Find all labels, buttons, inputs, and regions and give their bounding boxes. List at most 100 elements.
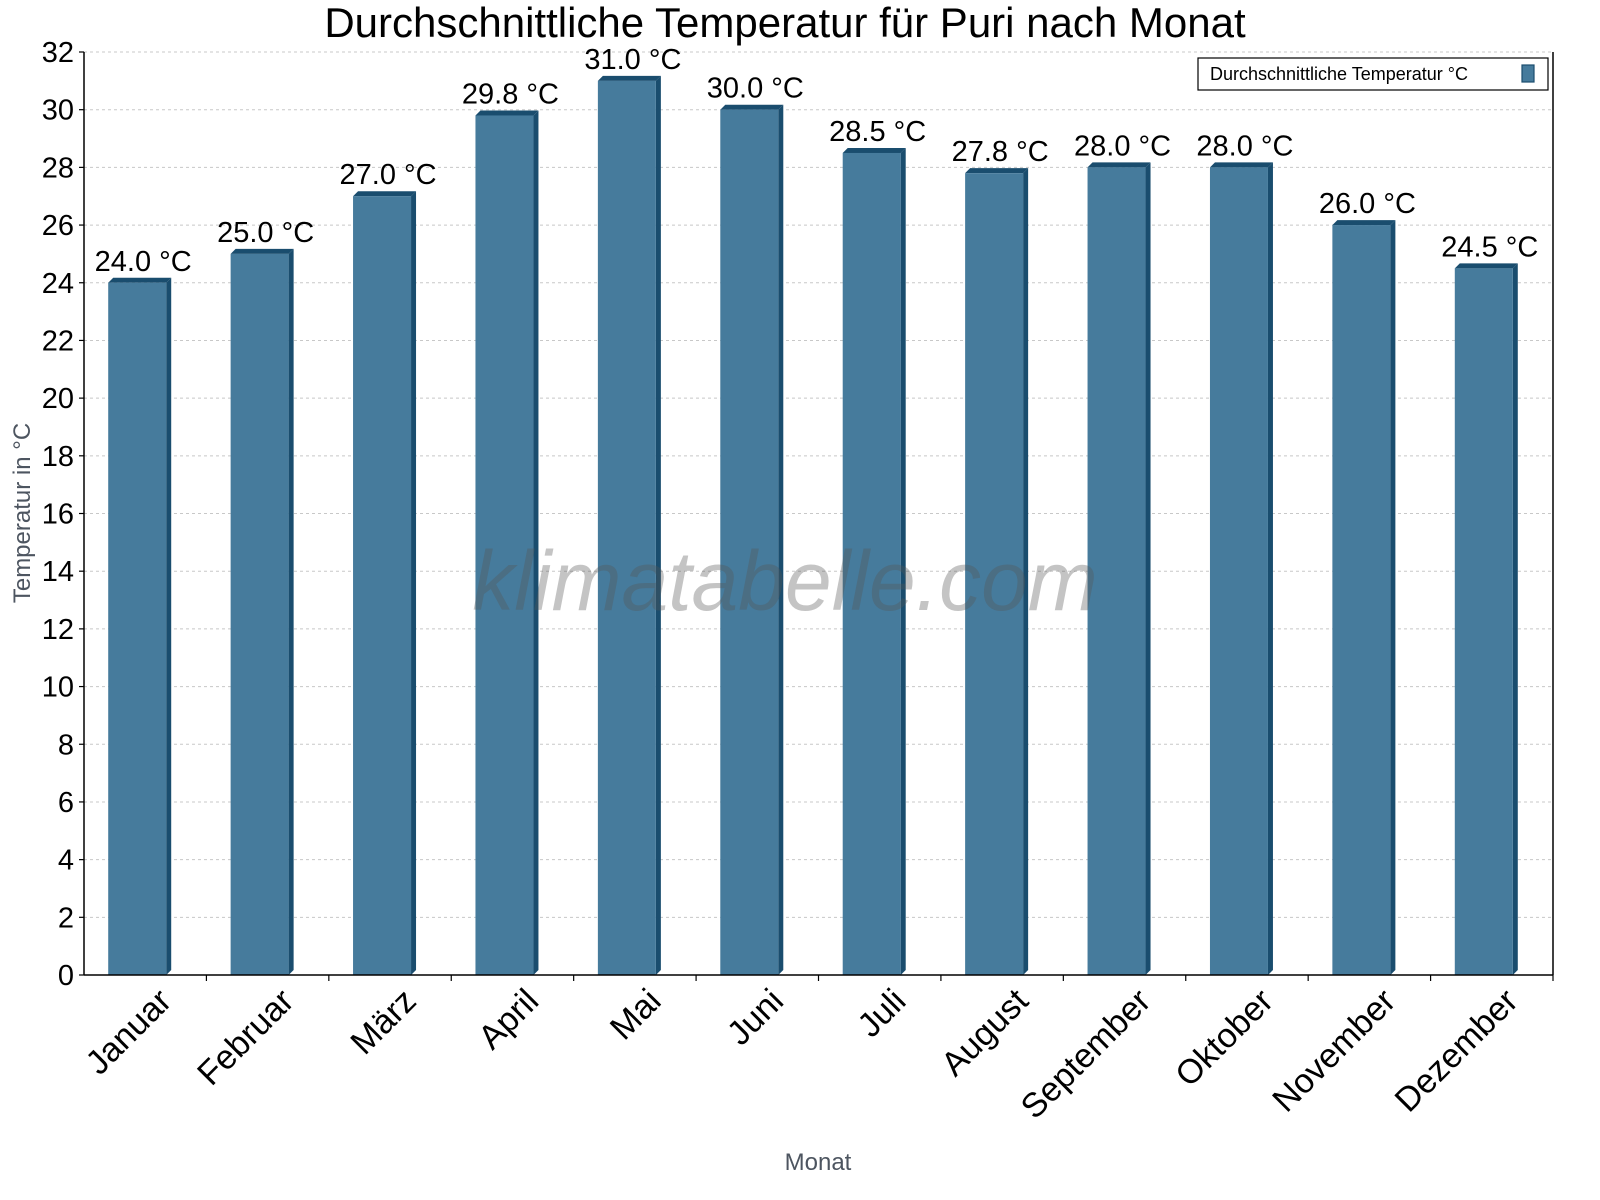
y-tick-label: 30 xyxy=(42,95,74,127)
bar-top xyxy=(230,248,294,254)
value-label: 24.5 °C xyxy=(1441,231,1538,263)
bar-side xyxy=(533,110,539,976)
y-tick-label: 28 xyxy=(42,152,74,184)
bar-top xyxy=(108,277,172,283)
bar-side xyxy=(900,147,906,975)
bar-front xyxy=(1332,225,1391,975)
bar xyxy=(475,110,539,976)
value-label: 28.5 °C xyxy=(829,116,926,148)
legend-label: Durchschnittliche Temperatur °C xyxy=(1210,64,1468,84)
value-labels: 24.0 °C 25.0 °C 27.0 °C 29.8 °C 31.0 °C 30.0 … xyxy=(95,44,1539,278)
x-axis-title: Monat xyxy=(785,1149,852,1176)
x-tick-label: August xyxy=(934,981,1036,1083)
x-tick-label: November xyxy=(1265,982,1403,1120)
bar-front xyxy=(230,253,289,975)
bar-front xyxy=(842,152,901,975)
bar-side xyxy=(288,248,294,975)
bar xyxy=(1209,162,1273,975)
bar-top xyxy=(1454,263,1518,269)
bar-top xyxy=(1209,162,1273,168)
bar-top xyxy=(842,147,906,153)
bar xyxy=(1454,263,1518,975)
value-label: 31.0 °C xyxy=(584,44,681,76)
bar xyxy=(720,104,784,975)
bar-side xyxy=(1023,168,1029,976)
bar xyxy=(965,168,1029,976)
y-tick-label: 18 xyxy=(42,441,74,473)
bar-top xyxy=(965,168,1029,174)
bar-top xyxy=(1087,162,1151,168)
bar xyxy=(1332,220,1396,975)
y-tick-label: 14 xyxy=(42,556,74,588)
value-label: 30.0 °C xyxy=(707,73,804,105)
bar xyxy=(597,75,661,975)
value-label: 27.8 °C xyxy=(952,136,1049,168)
bar xyxy=(1087,162,1151,975)
bar-front xyxy=(1454,268,1513,975)
y-tick-label: 32 xyxy=(42,37,74,69)
y-tick-label: 0 xyxy=(58,960,74,992)
y-tick-label: 4 xyxy=(58,845,74,877)
bar-top xyxy=(597,75,661,81)
y-tick-label: 2 xyxy=(58,902,74,934)
x-tick-label: April xyxy=(471,982,546,1057)
legend-swatch xyxy=(1521,64,1535,83)
y-tick-label: 16 xyxy=(42,499,74,531)
gridlines xyxy=(84,51,1553,918)
bar-front xyxy=(965,173,1024,976)
y-tick-label: 26 xyxy=(42,210,74,242)
x-tick-label: September xyxy=(1014,982,1158,1126)
bar-front xyxy=(353,196,412,975)
bar xyxy=(230,248,294,975)
bar xyxy=(108,277,172,975)
bars xyxy=(108,75,1518,976)
y-tick-label: 8 xyxy=(58,729,74,761)
bar-side xyxy=(1512,263,1518,975)
x-tick-label: März xyxy=(343,982,423,1062)
bar-front xyxy=(597,80,656,975)
bar-front xyxy=(475,115,534,976)
bar-side xyxy=(1390,220,1396,975)
x-tick-label: Januar xyxy=(78,982,178,1082)
bar-side xyxy=(411,191,417,975)
bar-side xyxy=(655,75,661,975)
value-label: 25.0 °C xyxy=(217,217,314,249)
value-label: 28.0 °C xyxy=(1074,130,1171,162)
bar-top xyxy=(720,104,784,110)
bar-top xyxy=(353,191,417,197)
y-tick-label: 22 xyxy=(42,325,74,357)
bar-side xyxy=(1267,162,1273,975)
x-tick-label: Oktober xyxy=(1168,982,1280,1094)
x-tick-label: Dezember xyxy=(1388,982,1526,1120)
bar-front xyxy=(1087,167,1146,975)
chart-title: Durchschnittliche Temperatur für Puri na… xyxy=(324,0,1246,46)
value-label: 26.0 °C xyxy=(1319,188,1416,220)
bar xyxy=(842,147,906,975)
bar-side xyxy=(166,277,172,975)
value-label: 27.0 °C xyxy=(340,159,437,191)
bar-top xyxy=(1332,220,1396,226)
value-label: 24.0 °C xyxy=(95,246,192,278)
legend: Durchschnittliche Temperatur °C xyxy=(1197,57,1549,91)
x-tick-label: Mai xyxy=(603,982,669,1048)
watermark: klimatabelle.com xyxy=(472,534,1098,628)
y-tick-label: 24 xyxy=(42,268,74,300)
y-tick-label: 20 xyxy=(42,383,74,415)
bar-side xyxy=(1145,162,1151,975)
value-label: 29.8 °C xyxy=(462,78,559,110)
legend-box xyxy=(1197,57,1549,91)
y-tick-label: 6 xyxy=(58,787,74,819)
y-tick-label: 10 xyxy=(42,672,74,704)
bar xyxy=(353,191,417,975)
bar-front xyxy=(1209,167,1268,975)
y-axis-title: Temperatur in °C xyxy=(9,423,36,603)
x-tick-label: Februar xyxy=(190,982,301,1093)
value-label: 28.0 °C xyxy=(1196,130,1293,162)
bar-top xyxy=(475,110,539,116)
x-tick-label: Juli xyxy=(850,982,913,1045)
x-tick-label: Juni xyxy=(720,982,791,1053)
bar-side xyxy=(778,104,784,975)
bar-front xyxy=(108,282,167,975)
bar-front xyxy=(720,109,779,975)
